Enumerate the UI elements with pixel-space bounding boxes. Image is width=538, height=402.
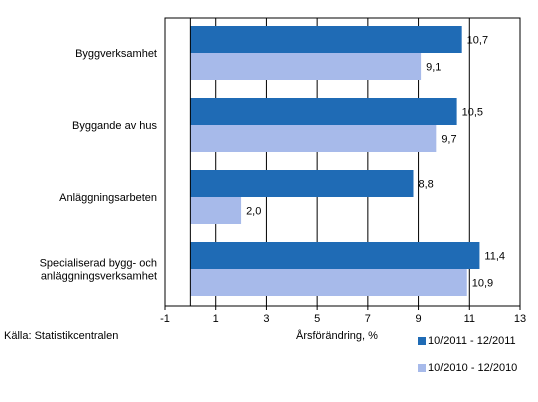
x-tick-labels: -1 1 3 5 7 9 11 13 xyxy=(160,313,526,325)
value-label: 10,5 xyxy=(462,107,483,119)
category-label: Byggande av hus xyxy=(72,120,158,132)
plot-frame xyxy=(164,17,521,307)
bar xyxy=(190,242,480,269)
bar xyxy=(190,197,242,224)
legend-label: 10/2011 - 12/2011 xyxy=(428,335,516,347)
bar xyxy=(190,269,467,296)
category-label: Anläggningsarbeten xyxy=(59,192,157,204)
value-label: 8,8 xyxy=(419,179,434,191)
category-labels: Byggverksamhet Byggande av hus Anläggnings… xyxy=(40,48,158,283)
legend-swatch xyxy=(418,364,426,372)
legend-item-series-2: 10/2010 - 12/2010 xyxy=(418,362,517,374)
value-label: 10,7 xyxy=(467,35,488,47)
bar xyxy=(190,26,462,53)
category-label: anläggningsverksamhet xyxy=(41,271,157,283)
x-tick-label: 13 xyxy=(514,313,526,325)
value-label: 10,9 xyxy=(472,278,493,290)
bar xyxy=(190,53,422,80)
x-tick-label: -1 xyxy=(160,313,170,325)
value-labels: 10,7 9,1 10,5 9,7 8,8 2,0 11,4 10,9 xyxy=(246,35,505,290)
source-note: Källa: Statistikcentralen xyxy=(4,330,119,342)
x-tick-label: 11 xyxy=(464,313,475,325)
legend-item-series-1: 10/2011 - 12/2011 xyxy=(418,335,516,347)
value-label: 11,4 xyxy=(484,251,505,263)
value-label: 2,0 xyxy=(246,206,261,218)
category-label: Byggverksamhet xyxy=(75,48,157,60)
x-tick-label: 5 xyxy=(314,313,320,325)
bar xyxy=(190,170,414,197)
x-tick-label: 1 xyxy=(213,313,219,325)
value-label: 9,1 xyxy=(426,62,441,74)
value-label: 9,7 xyxy=(441,134,456,146)
legend-swatch xyxy=(418,337,426,345)
axes xyxy=(164,17,521,310)
bars xyxy=(190,26,480,296)
category-label: Specialiserad bygg- och xyxy=(40,258,157,270)
x-tick-label: 3 xyxy=(263,313,269,325)
x-axis-title: Årsförändring, % xyxy=(296,330,378,342)
legend-label: 10/2010 - 12/2010 xyxy=(428,362,518,374)
x-tick-label: 9 xyxy=(416,313,422,325)
bar xyxy=(190,98,457,125)
x-tick-label: 7 xyxy=(365,313,371,325)
bar xyxy=(190,125,437,152)
